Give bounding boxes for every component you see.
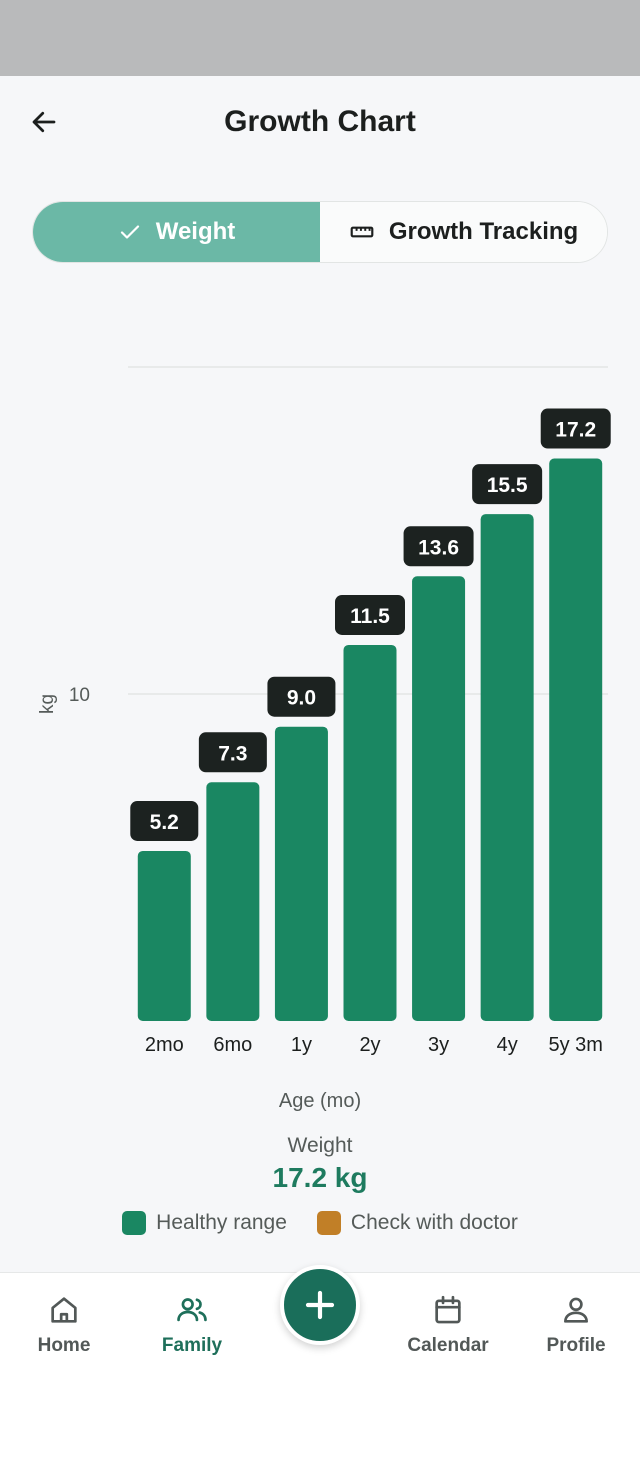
- home-icon: [51, 1297, 77, 1323]
- bar: [206, 782, 260, 1021]
- legend-label-healthy: Healthy range: [156, 1211, 287, 1234]
- nav-family[interactable]: Family: [128, 1293, 256, 1357]
- x-tick-label: 1y: [291, 1034, 312, 1056]
- tab-growth-tracking[interactable]: Growth Tracking: [320, 202, 607, 262]
- app-header: Growth Chart: [0, 76, 640, 166]
- profile-icon: [564, 1297, 588, 1323]
- value-label: 15.5: [487, 474, 528, 497]
- nav-calendar-label: Calendar: [407, 1335, 489, 1356]
- tab-weight[interactable]: Weight: [33, 202, 320, 262]
- legend-item-healthy: Healthy range: [122, 1211, 287, 1235]
- x-tick-label: 2mo: [145, 1034, 184, 1056]
- check-icon: [120, 225, 139, 239]
- x-tick-label: 2y: [359, 1034, 380, 1056]
- nav-calendar[interactable]: Calendar: [384, 1293, 512, 1357]
- value-label: 13.6: [418, 536, 459, 559]
- bar: [549, 458, 603, 1021]
- bar: [137, 850, 191, 1021]
- value-label-badge: [267, 676, 336, 717]
- chart-legend: Healthy range Check with doctor: [0, 1211, 640, 1235]
- x-tick-label: 3y: [428, 1034, 449, 1056]
- legend-swatch-healthy: [122, 1211, 147, 1235]
- tab-growth-tracking-label: Growth Tracking: [388, 218, 579, 245]
- nav-home-label: Home: [37, 1335, 91, 1356]
- plus-icon: [305, 1290, 335, 1320]
- bar: [274, 726, 328, 1021]
- legend-swatch-check-doctor: [316, 1211, 341, 1235]
- page-title: Growth Chart: [224, 105, 416, 138]
- value-label-badge: [335, 594, 405, 635]
- x-tick-label: 6mo: [213, 1034, 252, 1056]
- status-bar: [0, 0, 640, 76]
- add-button[interactable]: [280, 1265, 360, 1345]
- x-tick-label: 5y 3m: [548, 1034, 602, 1056]
- value-label: 9.0: [287, 687, 316, 710]
- calendar-icon: [435, 1295, 461, 1324]
- weight-bar-chart: 10 kg 5.2 2mo 7.3 6mo 9.0 1y 11.5 2y 13.6 3y 15.5 4y 1…: [37, 366, 611, 1112]
- value-label-badge: [472, 464, 543, 505]
- value-label-badge: [198, 732, 267, 773]
- legend-label-check-doctor: Check with doctor: [350, 1211, 518, 1234]
- legend-item-check-doctor: Check with doctor: [316, 1211, 518, 1235]
- metric-toggle: Weight Growth Tracking: [32, 201, 608, 263]
- x-tick-label: 4y: [497, 1034, 518, 1056]
- value-label: 17.2: [555, 419, 596, 442]
- ruler-icon: [350, 226, 374, 238]
- bottom-nav: Home Family Calendar Profile: [0, 1265, 640, 1476]
- value-label: 5.2: [150, 811, 179, 834]
- y-axis-label: kg: [37, 694, 58, 714]
- summary-value: 17.2 kg: [272, 1162, 368, 1193]
- bar: [480, 514, 534, 1021]
- tab-weight-label: Weight: [155, 218, 236, 245]
- x-axis-label: Age (mo): [279, 1090, 361, 1112]
- back-arrow-icon: [32, 111, 56, 133]
- summary-label: Weight: [287, 1134, 353, 1157]
- value-label: 7.3: [218, 742, 247, 765]
- back-button[interactable]: [24, 102, 64, 142]
- nav-home[interactable]: Home: [0, 1293, 128, 1357]
- value-label-badge: [130, 800, 199, 841]
- value-label-badge: [540, 408, 611, 449]
- nav-profile[interactable]: Profile: [512, 1293, 640, 1357]
- bar: [412, 576, 466, 1021]
- y-tick-label: 10: [69, 685, 90, 706]
- nav-profile-label: Profile: [546, 1335, 606, 1356]
- value-label: 11.5: [350, 605, 390, 628]
- nav-family-label: Family: [161, 1335, 223, 1356]
- bar: [343, 644, 397, 1021]
- value-label-badge: [403, 526, 474, 567]
- family-icon: [177, 1298, 207, 1322]
